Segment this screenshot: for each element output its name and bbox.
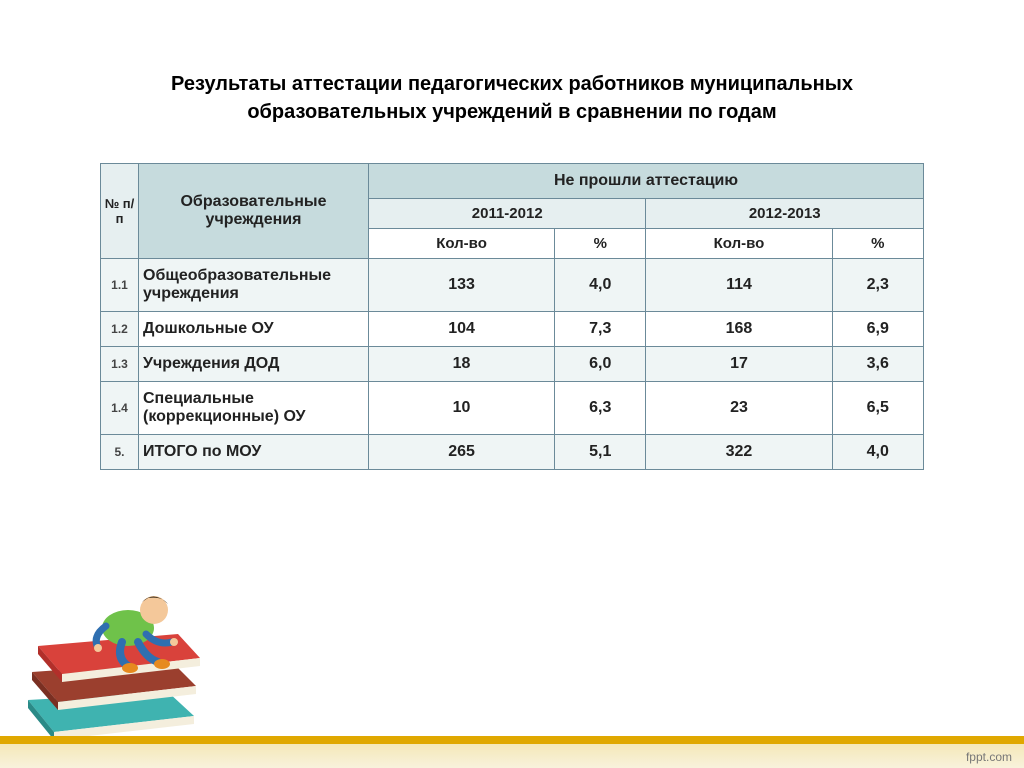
slide-title: Результаты аттестации педагогических раб… <box>100 70 924 126</box>
cell-num: 5. <box>101 435 139 470</box>
attestation-table: № п/п Образовательные учреждения Не прош… <box>100 163 924 470</box>
cell-count2: 114 <box>646 259 832 312</box>
cell-pct2: 2,3 <box>832 259 923 312</box>
cell-count1: 265 <box>369 435 555 470</box>
col-header-group: Не прошли аттестацию <box>369 164 924 199</box>
cell-num: 1.3 <box>101 347 139 382</box>
cell-count1: 133 <box>369 259 555 312</box>
cell-count1: 10 <box>369 382 555 435</box>
cell-num: 1.1 <box>101 259 139 312</box>
col-header-num: № п/п <box>101 164 139 259</box>
table-row: 1.2 Дошкольные ОУ 104 7,3 168 6,9 <box>101 312 924 347</box>
footer-gradient <box>0 744 1024 768</box>
table-row: 1.1 Общеобразовательные учреждения 133 4… <box>101 259 924 312</box>
cell-pct2: 6,9 <box>832 312 923 347</box>
cell-name: Специальные (коррекционные) ОУ <box>139 382 369 435</box>
credit-text: fppt.com <box>966 750 1012 764</box>
cell-name: Учреждения ДОД <box>139 347 369 382</box>
cell-num: 1.4 <box>101 382 139 435</box>
cell-count1: 104 <box>369 312 555 347</box>
cell-pct2: 4,0 <box>832 435 923 470</box>
col-header-year1: 2011-2012 <box>369 199 646 229</box>
cell-pct1: 4,0 <box>555 259 646 312</box>
cell-count2: 168 <box>646 312 832 347</box>
books-illustration-icon <box>18 570 218 740</box>
cell-name: Общеобразовательные учреждения <box>139 259 369 312</box>
slide: Результаты аттестации педагогических раб… <box>0 0 1024 768</box>
cell-pct2: 3,6 <box>832 347 923 382</box>
cell-pct1: 6,0 <box>555 347 646 382</box>
cell-num: 1.2 <box>101 312 139 347</box>
cell-count2: 23 <box>646 382 832 435</box>
table-row: 1.4 Специальные (коррекционные) ОУ 10 6,… <box>101 382 924 435</box>
cell-pct1: 5,1 <box>555 435 646 470</box>
cell-count2: 322 <box>646 435 832 470</box>
cell-pct2: 6,5 <box>832 382 923 435</box>
cell-pct1: 7,3 <box>555 312 646 347</box>
cell-name: ИТОГО по МОУ <box>139 435 369 470</box>
col-header-year2: 2012-2013 <box>646 199 924 229</box>
col-header-pct1: % <box>555 229 646 259</box>
cell-count1: 18 <box>369 347 555 382</box>
col-header-count2: Кол-во <box>646 229 832 259</box>
cell-count2: 17 <box>646 347 832 382</box>
col-header-count1: Кол-во <box>369 229 555 259</box>
col-header-pct2: % <box>832 229 923 259</box>
cell-pct1: 6,3 <box>555 382 646 435</box>
cell-name: Дошкольные ОУ <box>139 312 369 347</box>
accent-bar <box>0 736 1024 744</box>
col-header-institution: Образовательные учреждения <box>139 164 369 259</box>
table-row: 1.3 Учреждения ДОД 18 6,0 17 3,6 <box>101 347 924 382</box>
table-body: 1.1 Общеобразовательные учреждения 133 4… <box>101 259 924 470</box>
table-row: 5. ИТОГО по МОУ 265 5,1 322 4,0 <box>101 435 924 470</box>
